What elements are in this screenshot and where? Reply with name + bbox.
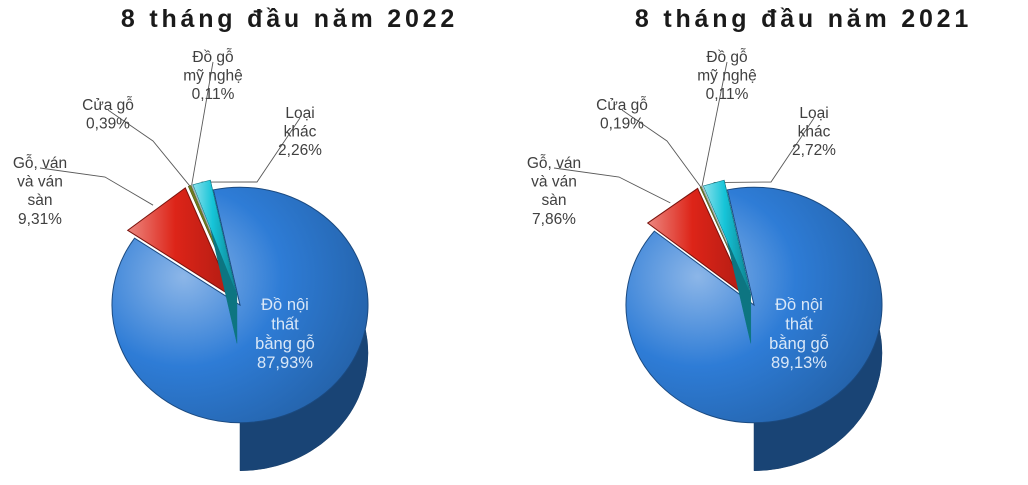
svg-text:8 tháng đầu năm 2022: 8 tháng đầu năm 2022 (121, 5, 458, 33)
svg-text:Cửa gỗ0,19%: Cửa gỗ 0,19% (596, 97, 648, 133)
svg-text:8 tháng đầu năm 2021: 8 tháng đầu năm 2021 (635, 5, 972, 33)
svg-text:Cửa gỗ0,39%: Cửa gỗ 0,39% (82, 97, 134, 133)
